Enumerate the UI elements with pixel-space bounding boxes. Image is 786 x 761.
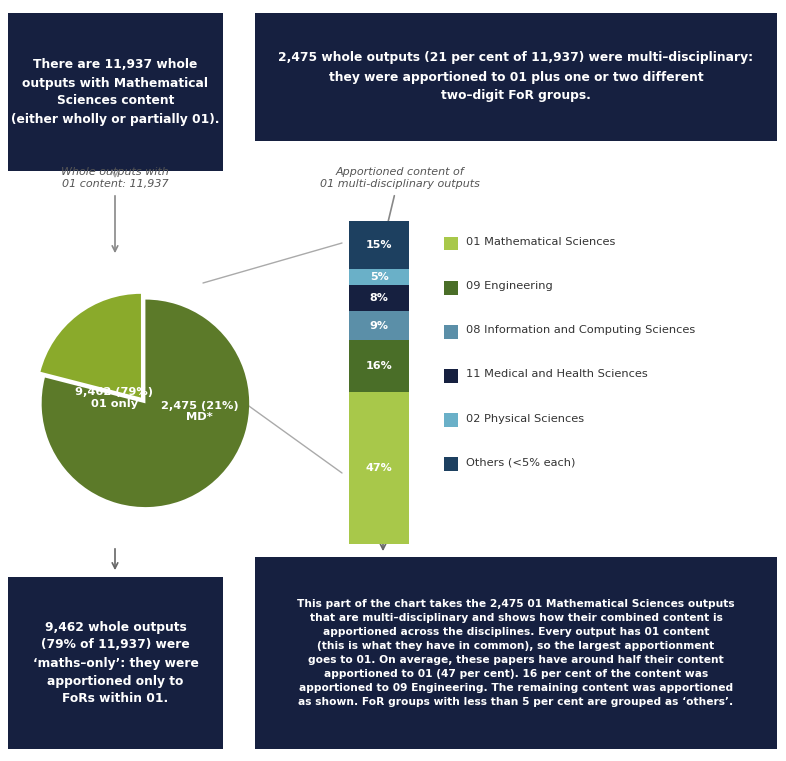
Text: This part of the chart takes the 2,475 01 Mathematical Sciences outputs
that are: This part of the chart takes the 2,475 0… [297,599,735,707]
FancyBboxPatch shape [255,557,777,749]
Text: Others (<5% each): Others (<5% each) [466,457,575,468]
Text: Whole outputs with
01 content: 11,937: Whole outputs with 01 content: 11,937 [61,167,169,189]
Text: 2,475 whole outputs (21 per cent of 11,937) were multi–disciplinary:
they were a: 2,475 whole outputs (21 per cent of 11,9… [278,52,754,103]
Text: 08 Information and Computing Sciences: 08 Information and Computing Sciences [466,325,696,336]
Text: 01 Mathematical Sciences: 01 Mathematical Sciences [466,237,615,247]
Bar [350,311,410,340]
Text: 09 Engineering: 09 Engineering [466,281,553,291]
Text: 9,462 (79%)
01 only: 9,462 (79%) 01 only [75,387,153,409]
Text: 15%: 15% [366,240,392,250]
FancyBboxPatch shape [8,13,223,171]
Text: There are 11,937 whole
outputs with Mathematical
Sciences content
(either wholly: There are 11,937 whole outputs with Math… [11,59,220,126]
Bar [350,285,410,311]
Text: 02 Physical Sciences: 02 Physical Sciences [466,413,584,424]
Text: 9,462 whole outputs
(79% of 11,937) were
‘maths–only’: they were
apportioned onl: 9,462 whole outputs (79% of 11,937) were… [32,620,198,705]
Bar [350,221,410,269]
Bar [350,269,410,285]
FancyBboxPatch shape [8,577,223,749]
Text: 8%: 8% [369,293,389,304]
Bar [350,340,410,392]
Wedge shape [40,294,141,397]
Text: 2,475 (21%)
MD*: 2,475 (21%) MD* [160,401,238,422]
Text: Apportioned content of
01 multi-disciplinary outputs: Apportioned content of 01 multi-discipli… [320,167,480,189]
Text: 11 Medical and Health Sciences: 11 Medical and Health Sciences [466,369,648,380]
Wedge shape [42,300,249,507]
Text: 5%: 5% [370,272,388,282]
Text: 47%: 47% [365,463,393,473]
FancyBboxPatch shape [255,13,777,141]
Bar [350,392,410,544]
Text: 16%: 16% [365,361,393,371]
Text: 9%: 9% [369,321,389,331]
